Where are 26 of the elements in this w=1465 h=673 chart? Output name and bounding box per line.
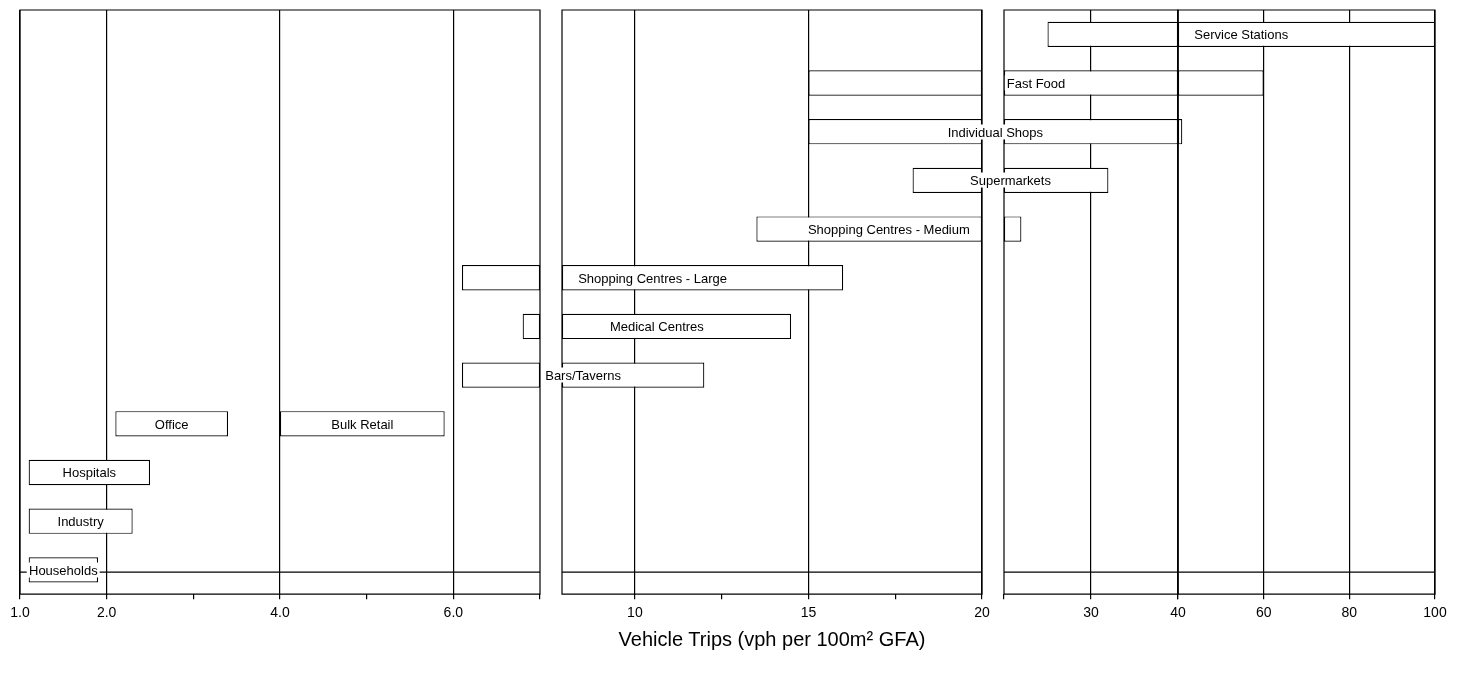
x-tick-label: 2.0 (96, 604, 117, 621)
x-tick-label: 100 (1423, 604, 1447, 621)
data-label: Medical Centres (607, 318, 706, 334)
data-label: Individual Shops (945, 124, 1046, 140)
x-tick-label: 40 (1170, 604, 1186, 621)
x-tick-label: 4.0 (270, 604, 290, 621)
x-tick-label: 80 (1341, 604, 1358, 621)
data-label: Households (27, 562, 100, 578)
data-label: Bulk Retail (329, 416, 396, 432)
data-label: Industry (55, 513, 106, 529)
data-label: Office (152, 416, 191, 432)
x-axis-title: Vehicle Trips (vph per 100m² GFA) (618, 627, 926, 650)
x-tick-label: 20 (974, 604, 990, 621)
data-label: Shopping Centres - Medium (805, 221, 972, 237)
data-label: Shopping Centres - Large (576, 270, 730, 286)
data-label: Supermarkets (968, 172, 1053, 188)
data-label: Fast Food (1004, 75, 1068, 91)
data-label: Bars/Taverns (543, 367, 624, 383)
x-tick-label: 1.0 (10, 604, 30, 621)
x-tick-label: 60 (1255, 604, 1272, 621)
x-tick-label: 6.0 (443, 604, 464, 621)
x-tick-label: 30 (1083, 604, 1099, 621)
x-tick-label: 15 (800, 604, 817, 621)
x-tick-label: 10 (627, 604, 643, 621)
data-label: Service Stations (1192, 26, 1291, 42)
data-label: Hospitals (60, 464, 119, 480)
